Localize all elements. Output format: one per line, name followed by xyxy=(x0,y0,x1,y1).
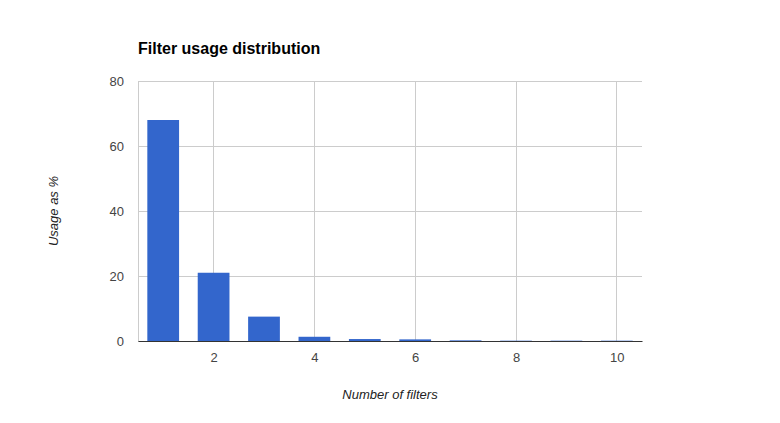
y-axis-line xyxy=(138,82,139,342)
title: Filter usage distribution xyxy=(138,40,320,57)
x-tick: 8 xyxy=(513,341,520,365)
y-tick-label: 80 xyxy=(110,74,124,89)
x-grid-line xyxy=(415,81,416,341)
y-tick-label: 40 xyxy=(110,204,124,219)
bar xyxy=(147,120,179,341)
x-tick: 4 xyxy=(311,341,318,365)
x-tick-label: 10 xyxy=(610,350,624,365)
y-tick: 80 xyxy=(110,74,138,89)
x-tick-label: 8 xyxy=(513,350,520,365)
x-axis-line xyxy=(139,341,643,342)
x-tick: 10 xyxy=(610,341,624,365)
x-axis-title: Number of filters xyxy=(342,387,438,402)
bar xyxy=(551,340,583,341)
x-tick: 2 xyxy=(210,341,217,365)
y-tick-label: 0 xyxy=(117,334,124,349)
x-tick-label: 6 xyxy=(412,350,419,365)
y-axis: 0 20 40 60 80 xyxy=(110,74,139,349)
x-axis: 2 4 6 8 10 xyxy=(139,341,643,365)
bar xyxy=(399,339,431,341)
x-tick-label: 2 xyxy=(210,350,217,365)
bar xyxy=(601,340,633,341)
bars xyxy=(147,120,632,341)
bar xyxy=(299,337,331,341)
y-tick: 20 xyxy=(110,269,138,284)
bar xyxy=(349,339,381,341)
x-tick-label: 4 xyxy=(311,350,318,365)
bar xyxy=(248,317,280,341)
grid xyxy=(138,81,642,341)
bar xyxy=(198,273,230,341)
bar xyxy=(500,340,532,341)
chart: 0 20 40 60 80 2 4 6 8 10 Filter usage distribution… xyxy=(0,0,780,423)
x-grid-line xyxy=(314,81,315,341)
x-grid-line xyxy=(516,81,517,341)
y-tick: 0 xyxy=(117,334,138,349)
bar xyxy=(450,340,482,341)
y-axis-title: Usage as % xyxy=(46,176,61,246)
y-tick: 60 xyxy=(110,139,138,154)
x-grid-line xyxy=(616,81,617,341)
y-tick-label: 20 xyxy=(110,269,124,284)
y-tick-label: 60 xyxy=(110,139,124,154)
x-tick: 6 xyxy=(412,341,419,365)
y-tick: 40 xyxy=(110,204,138,219)
